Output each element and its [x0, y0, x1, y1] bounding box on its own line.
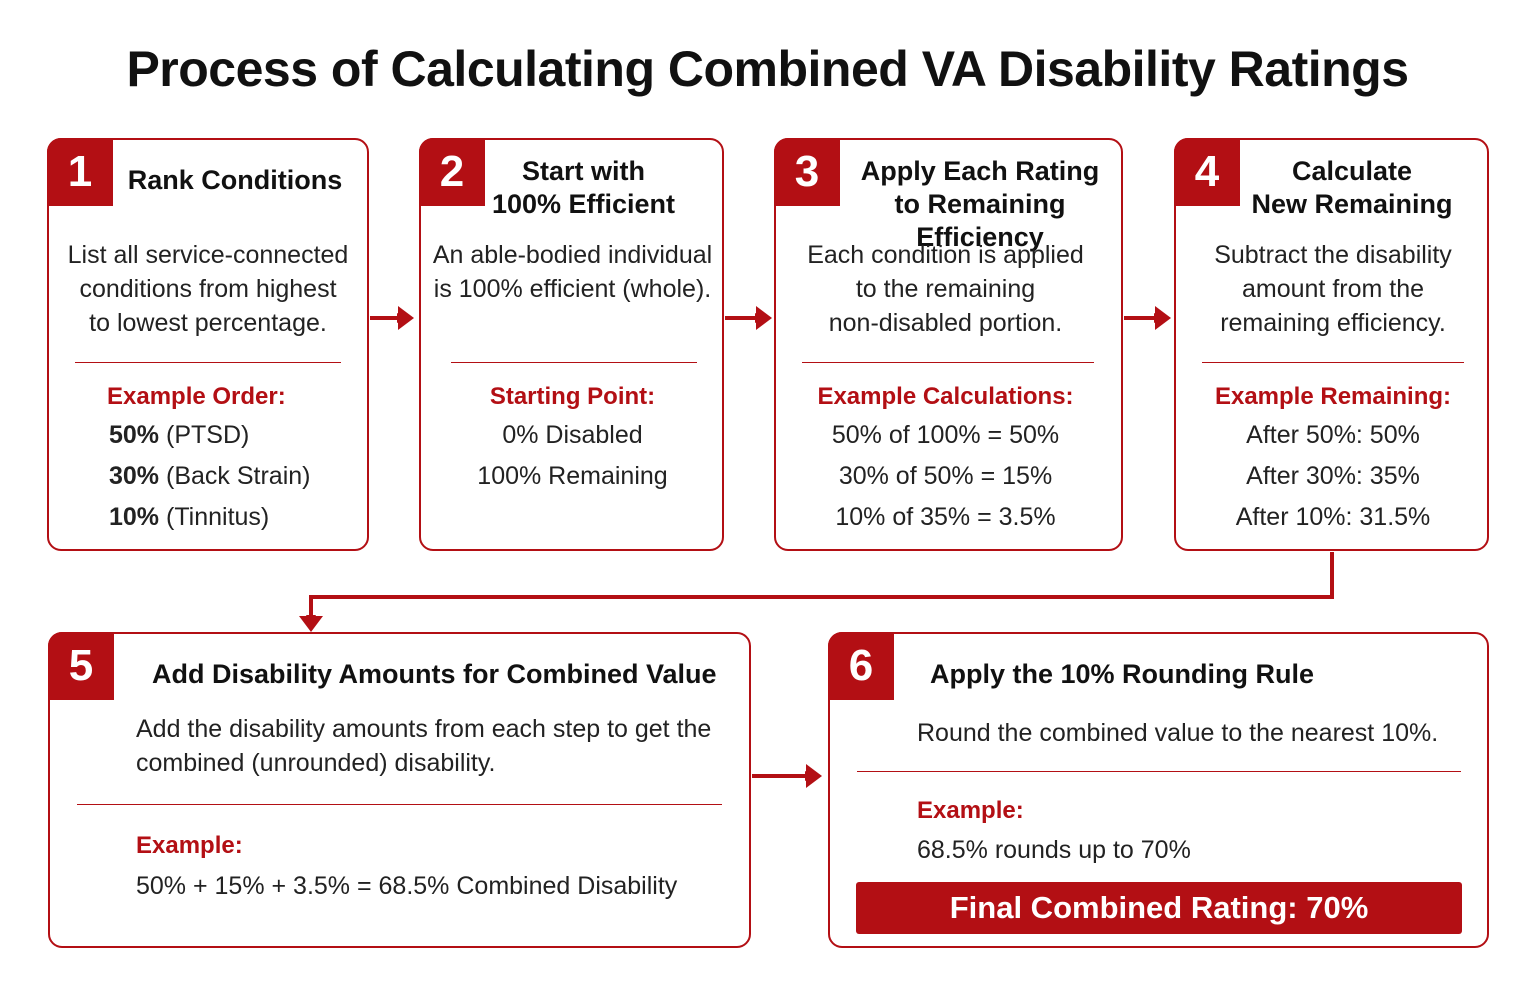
step-number: 1	[47, 138, 113, 206]
divider	[1202, 362, 1464, 363]
list-item: 10% (Tinnitus)	[109, 503, 270, 531]
divider	[857, 771, 1461, 772]
example-heading: Starting Point:	[489, 383, 656, 410]
divider	[802, 362, 1094, 363]
step-description: Each condition is applied to the remaini…	[807, 241, 1084, 337]
step-number: 2	[419, 138, 485, 206]
example-heading: Example:	[136, 832, 243, 859]
step-card-5: 5 Add Disability Amounts for Combined Va…	[48, 632, 751, 948]
final-rating-banner: Final Combined Rating: 70%	[856, 882, 1462, 934]
list-item: 10% of 35% = 3.5%	[835, 503, 1056, 531]
step-card-4: 4 Calculate New Remaining Subtract the d…	[1174, 138, 1489, 551]
step-description: Round the combined value to the nearest …	[917, 719, 1439, 747]
example-heading: Example Order:	[107, 383, 286, 410]
step-title: Rank Conditions	[127, 165, 343, 195]
list-item: After 10%: 31.5%	[1235, 503, 1431, 531]
step-number: 3	[774, 138, 840, 206]
step-title: Apply the 10% Rounding Rule	[930, 659, 1315, 689]
example-list: 50% (PTSD) 30% (Back Strain) 10% (Tinnit…	[109, 415, 349, 538]
example-list: 50% + 15% + 3.5% = 68.5% Combined Disabi…	[136, 866, 736, 907]
list-item: 0% Disabled	[502, 421, 643, 449]
example-heading: Example:	[917, 797, 1024, 824]
list-item: After 50%: 50%	[1246, 421, 1420, 449]
step-card-2: 2 Start with 100% Efficient An able-bodi…	[419, 138, 724, 551]
step-number: 5	[48, 632, 114, 700]
example-heading: Example Calculations:	[817, 383, 1074, 410]
divider	[77, 804, 722, 805]
step-card-3: 3 Apply Each Rating to Remaining Efficie…	[774, 138, 1123, 551]
list-item: 100% Remaining	[477, 462, 668, 490]
example-list: 0% Disabled 100% Remaining	[429, 415, 716, 497]
list-item: 50% + 15% + 3.5% = 68.5% Combined Disabi…	[136, 872, 678, 900]
step-title: Calculate New Remaining	[1251, 156, 1453, 219]
example-list: 50% of 100% = 50% 30% of 50% = 15% 10% o…	[784, 415, 1107, 538]
step-number: 6	[828, 632, 894, 700]
example-list: After 50%: 50% After 30%: 35% After 10%:…	[1180, 415, 1486, 538]
step-title: Apply Each Rating to Remaining Efficienc…	[860, 156, 1100, 252]
step-title: Add Disability Amounts for Combined Valu…	[152, 659, 717, 689]
step-title: Start with 100% Efficient	[491, 156, 676, 219]
list-item: 30% of 50% = 15%	[838, 462, 1053, 490]
divider	[451, 362, 697, 363]
example-list: 68.5% rounds up to 70%	[917, 830, 1457, 871]
step-card-1: 1 Rank Conditions List all service-conne…	[47, 138, 369, 551]
list-item: 50% (PTSD)	[109, 421, 250, 449]
arrow-4-5	[306, 552, 1334, 625]
list-item: After 30%: 35%	[1246, 462, 1420, 490]
page-title: Process of Calculating Combined VA Disab…	[126, 41, 1409, 97]
step-description: Subtract the disability amount from the …	[1214, 241, 1452, 337]
step-description: An able-bodied individual is 100% effici…	[432, 241, 713, 303]
list-item: 50% of 100% = 50%	[831, 421, 1060, 449]
step-number: 4	[1174, 138, 1240, 206]
list-item: 68.5% rounds up to 70%	[917, 836, 1191, 864]
divider	[75, 362, 341, 363]
step-description: List all service-connected conditions fr…	[67, 241, 349, 337]
list-item: 30% (Back Strain)	[109, 462, 311, 490]
step-description: Add the disability amounts from each ste…	[136, 715, 712, 777]
example-heading: Example Remaining:	[1214, 383, 1452, 410]
